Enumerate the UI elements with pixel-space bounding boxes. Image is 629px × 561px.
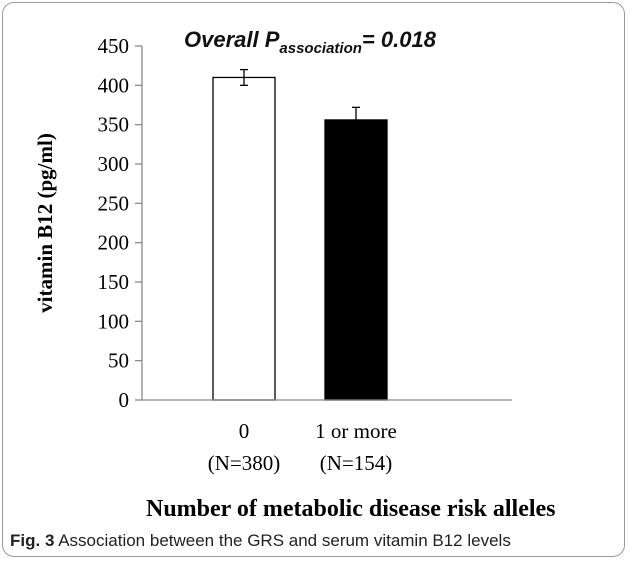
x-tick-label: 0: [239, 419, 250, 443]
y-tick-label: 300: [98, 152, 130, 176]
y-tick-label: 200: [98, 231, 130, 255]
x-tick-sublabel: (N=154): [320, 451, 393, 475]
y-tick-label: 450: [98, 34, 130, 58]
caption-text: Association between the GRS and serum vi…: [58, 531, 511, 550]
y-tick-label: 350: [98, 113, 130, 137]
x-tick-sublabel: (N=380): [208, 451, 281, 475]
bars: [212, 68, 388, 401]
annotation-subscript: association: [279, 40, 362, 57]
x-tick-labels: 0 (N=380) 1 or more (N=154): [208, 419, 397, 475]
figure-frame: [2, 2, 625, 557]
annotation-suffix: = 0.018: [362, 27, 437, 52]
y-tick-label: 100: [98, 309, 130, 333]
y-tick-label: 400: [98, 73, 130, 97]
chart-annotation: Overall Passociation= 0.018: [184, 27, 437, 57]
y-tick-label: 150: [98, 270, 130, 294]
figure-caption: Fig. 3 Association between the GRS and s…: [10, 531, 511, 551]
y-tick-label: 250: [98, 191, 130, 215]
bar-1: [324, 119, 388, 401]
x-tick-label: 1 or more: [315, 419, 397, 443]
bar-0: [212, 76, 276, 401]
caption-label: Fig. 3: [10, 531, 55, 550]
y-axis-label: vitamin B12 (pg/ml): [33, 133, 57, 313]
y-tick-label: 0: [119, 388, 130, 412]
x-axis-label: Number of metabolic disease risk alleles: [146, 496, 556, 522]
y-ticks: 0 50 100 150 200 250 300 350 400 450: [98, 34, 142, 412]
y-tick-label: 50: [108, 349, 129, 373]
annotation-prefix: Overall P: [184, 27, 280, 52]
